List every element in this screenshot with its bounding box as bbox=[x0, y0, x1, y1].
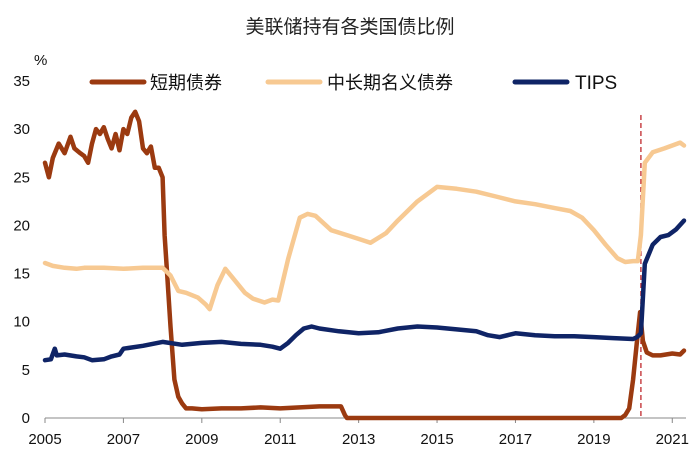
y-tick-label: 15 bbox=[13, 266, 30, 283]
y-axis-unit: % bbox=[34, 52, 47, 69]
legend-label-long-term-nominal: 中长期名义债券 bbox=[327, 73, 453, 94]
series-long-term-nominal-line bbox=[42, 140, 687, 312]
y-tick-label: 30 bbox=[13, 121, 30, 138]
x-tick-label: 2013 bbox=[342, 431, 375, 448]
x-tick-label: 2015 bbox=[420, 431, 453, 448]
x-tick-label: 2019 bbox=[577, 431, 610, 448]
y-tick-label: 25 bbox=[13, 169, 30, 186]
x-tick-label: 2005 bbox=[28, 431, 61, 448]
legend-item-tips: TIPS bbox=[512, 73, 617, 94]
x-tick-label: 2009 bbox=[185, 431, 218, 448]
legend-label-tips: TIPS bbox=[575, 73, 617, 94]
x-axis: 2005 2007 2009 2011 2013 2015 2017 2019 2021 bbox=[28, 418, 689, 448]
x-tick-label: 2007 bbox=[107, 431, 140, 448]
series-tips-line bbox=[42, 218, 687, 363]
y-axis: 0 5 10 15 20 25 30 35 bbox=[13, 73, 30, 427]
legend-item-short-term: 短期债券 bbox=[89, 73, 222, 94]
x-tick-label: 2017 bbox=[499, 431, 532, 448]
y-tick-label: 0 bbox=[22, 410, 30, 427]
chart-title: 美联储持有各类国债比例 bbox=[245, 16, 454, 38]
y-tick-label: 20 bbox=[13, 217, 30, 234]
y-tick-label: 35 bbox=[13, 73, 30, 90]
plot-area bbox=[42, 109, 687, 421]
y-tick-label: 5 bbox=[22, 362, 30, 379]
y-tick-label: 10 bbox=[13, 314, 30, 331]
legend: 短期债券 中长期名义债券 TIPS bbox=[89, 73, 617, 94]
legend-item-long-term-nominal: 中长期名义债券 bbox=[265, 73, 453, 94]
legend-label-short-term: 短期债券 bbox=[150, 73, 222, 94]
series-short-term-line bbox=[42, 109, 687, 421]
x-tick-label: 2021 bbox=[656, 431, 689, 448]
x-tick-label: 2011 bbox=[264, 431, 296, 448]
